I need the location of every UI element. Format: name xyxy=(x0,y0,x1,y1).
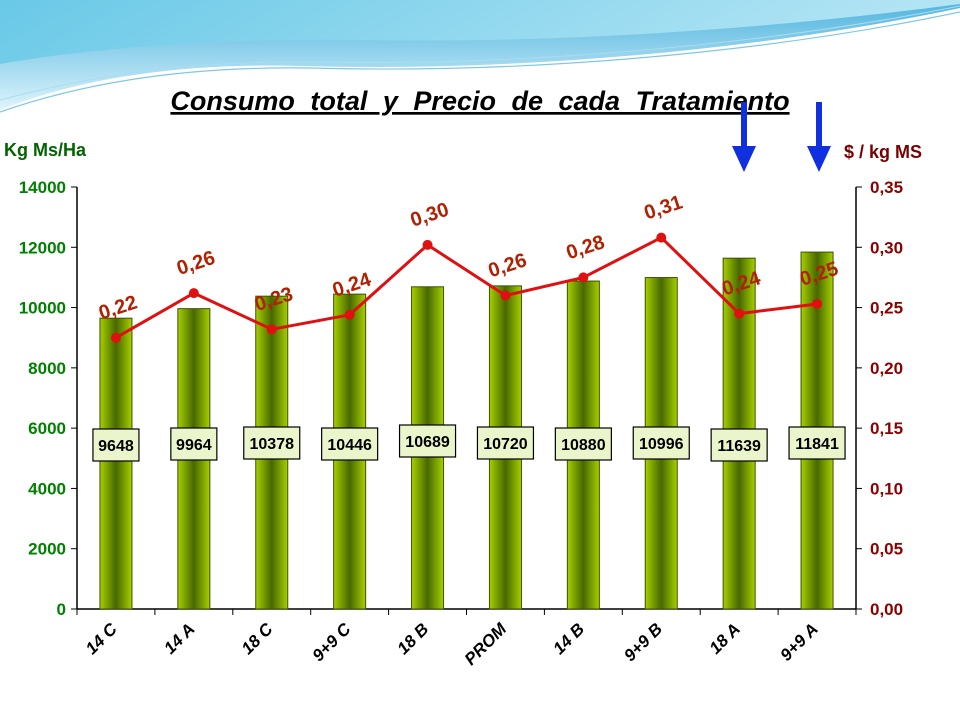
price-value-label: 0,22 xyxy=(96,292,140,325)
x-axis-tick-label: 18 B xyxy=(394,619,433,658)
header-decoration xyxy=(0,0,960,113)
price-point xyxy=(344,309,355,320)
price-point xyxy=(812,298,823,309)
x-axis-tick-label: 18 C xyxy=(238,619,277,658)
price-value-label: 0,28 xyxy=(564,231,608,264)
bar-value-label-box xyxy=(321,427,379,461)
x-axis-tick-label: 9+9 C xyxy=(309,619,355,665)
price-point xyxy=(734,308,745,319)
bar-value-label-box xyxy=(243,426,301,460)
bar-value-label: 10720 xyxy=(483,436,528,453)
y-axis-right-tick-label: 0,15 xyxy=(870,419,903,438)
price-point xyxy=(110,332,121,343)
bar-value-label: 10880 xyxy=(561,437,606,454)
y-axis-right-tick-label: 0,00 xyxy=(870,600,903,619)
price-point xyxy=(500,290,511,301)
bar-value-label: 10689 xyxy=(405,434,450,451)
bar-value-label-box xyxy=(398,424,457,458)
price-value-label: 0,26 xyxy=(486,249,530,282)
price-point xyxy=(188,288,199,299)
bar-value-label-box xyxy=(788,426,846,460)
bar-value-label-box xyxy=(170,427,218,461)
x-axis-tick-label: 14 B xyxy=(549,619,588,658)
bar-value-label: 10446 xyxy=(327,437,372,454)
bar-value-label-box xyxy=(710,428,768,462)
bar-value-labels: 9648 9964 10378 10446 10689 10720 10880 10996 11… xyxy=(92,424,846,462)
y-axis-left-tick-label: 6000 xyxy=(28,419,66,438)
bar-value-label: 11639 xyxy=(717,438,761,455)
y-axis-right-tick-label: 0,05 xyxy=(870,540,903,559)
y-axis-right-tick-label: 0,20 xyxy=(870,359,903,378)
price-point xyxy=(422,239,433,250)
x-axis-tick-label: PROM xyxy=(461,619,511,669)
y-axis-left-tick-label: 8000 xyxy=(28,359,66,378)
bar-value-label: 9648 xyxy=(98,438,134,455)
bar xyxy=(99,317,133,610)
y-axis-left-tick-label: 12000 xyxy=(19,238,66,257)
x-axis-tick-label: 14 C xyxy=(82,619,121,658)
price-point xyxy=(578,272,589,283)
bar-value-label-box xyxy=(554,427,612,461)
highlight-arrows xyxy=(732,102,831,172)
x-axis-tick-label: 9+9 B xyxy=(620,619,666,665)
chart-title: Consumo total y Precio de cada Tratamien… xyxy=(170,86,789,116)
price-value-label: 0,30 xyxy=(408,199,452,232)
down-arrow-icon xyxy=(807,102,831,172)
down-arrow-icon xyxy=(732,102,756,172)
y-axis-left-tick-label: 2000 xyxy=(28,540,66,559)
axes: 0 2000 4000 6000 8000 10000 12000 14000 0,00 0,05… xyxy=(19,178,903,619)
y-axis-left-tick-label: 14000 xyxy=(19,178,66,197)
y-axis-right-label: $ / kg MS xyxy=(844,142,922,162)
bar-value-label-box xyxy=(476,426,535,460)
price-value-label: 0,31 xyxy=(641,191,685,224)
y-axis-right-tick-label: 0,35 xyxy=(870,178,903,197)
x-axis-tick-label: 14 A xyxy=(160,619,198,657)
y-axis-right-tick-label: 0,30 xyxy=(870,238,903,257)
bar-value-label-box xyxy=(92,428,140,462)
y-axis-right-tick-label: 0,25 xyxy=(870,299,903,318)
x-axis-tick-labels: 14 C 14 A 18 C 9+9 C 18 B PROM 14 B 9+9 B 18 A 9+… xyxy=(82,619,822,669)
bar-value-label: 11841 xyxy=(795,436,839,453)
y-axis-left-tick-label: 10000 xyxy=(19,299,66,318)
price-value-label: 0,26 xyxy=(174,247,218,280)
y-axis-left-label: Kg Ms/Ha xyxy=(4,140,87,160)
x-axis-tick-label: 9+9 A xyxy=(776,619,821,664)
price-point xyxy=(656,232,667,243)
bar-value-label: 9964 xyxy=(176,437,212,454)
price-line-series xyxy=(110,232,823,343)
x-axis-tick-label: 18 A xyxy=(706,619,744,657)
price-point xyxy=(266,324,277,335)
y-axis-left-tick-label: 0 xyxy=(57,600,66,619)
bar-value-label: 10996 xyxy=(639,436,684,453)
price-line xyxy=(115,236,818,340)
price-value-label: 0,23 xyxy=(252,283,296,316)
y-axis-right-tick-label: 0,10 xyxy=(870,479,903,498)
bar-value-label: 10378 xyxy=(250,436,295,453)
bar-value-label-box xyxy=(632,426,690,460)
y-axis-left-tick-label: 4000 xyxy=(28,479,66,498)
